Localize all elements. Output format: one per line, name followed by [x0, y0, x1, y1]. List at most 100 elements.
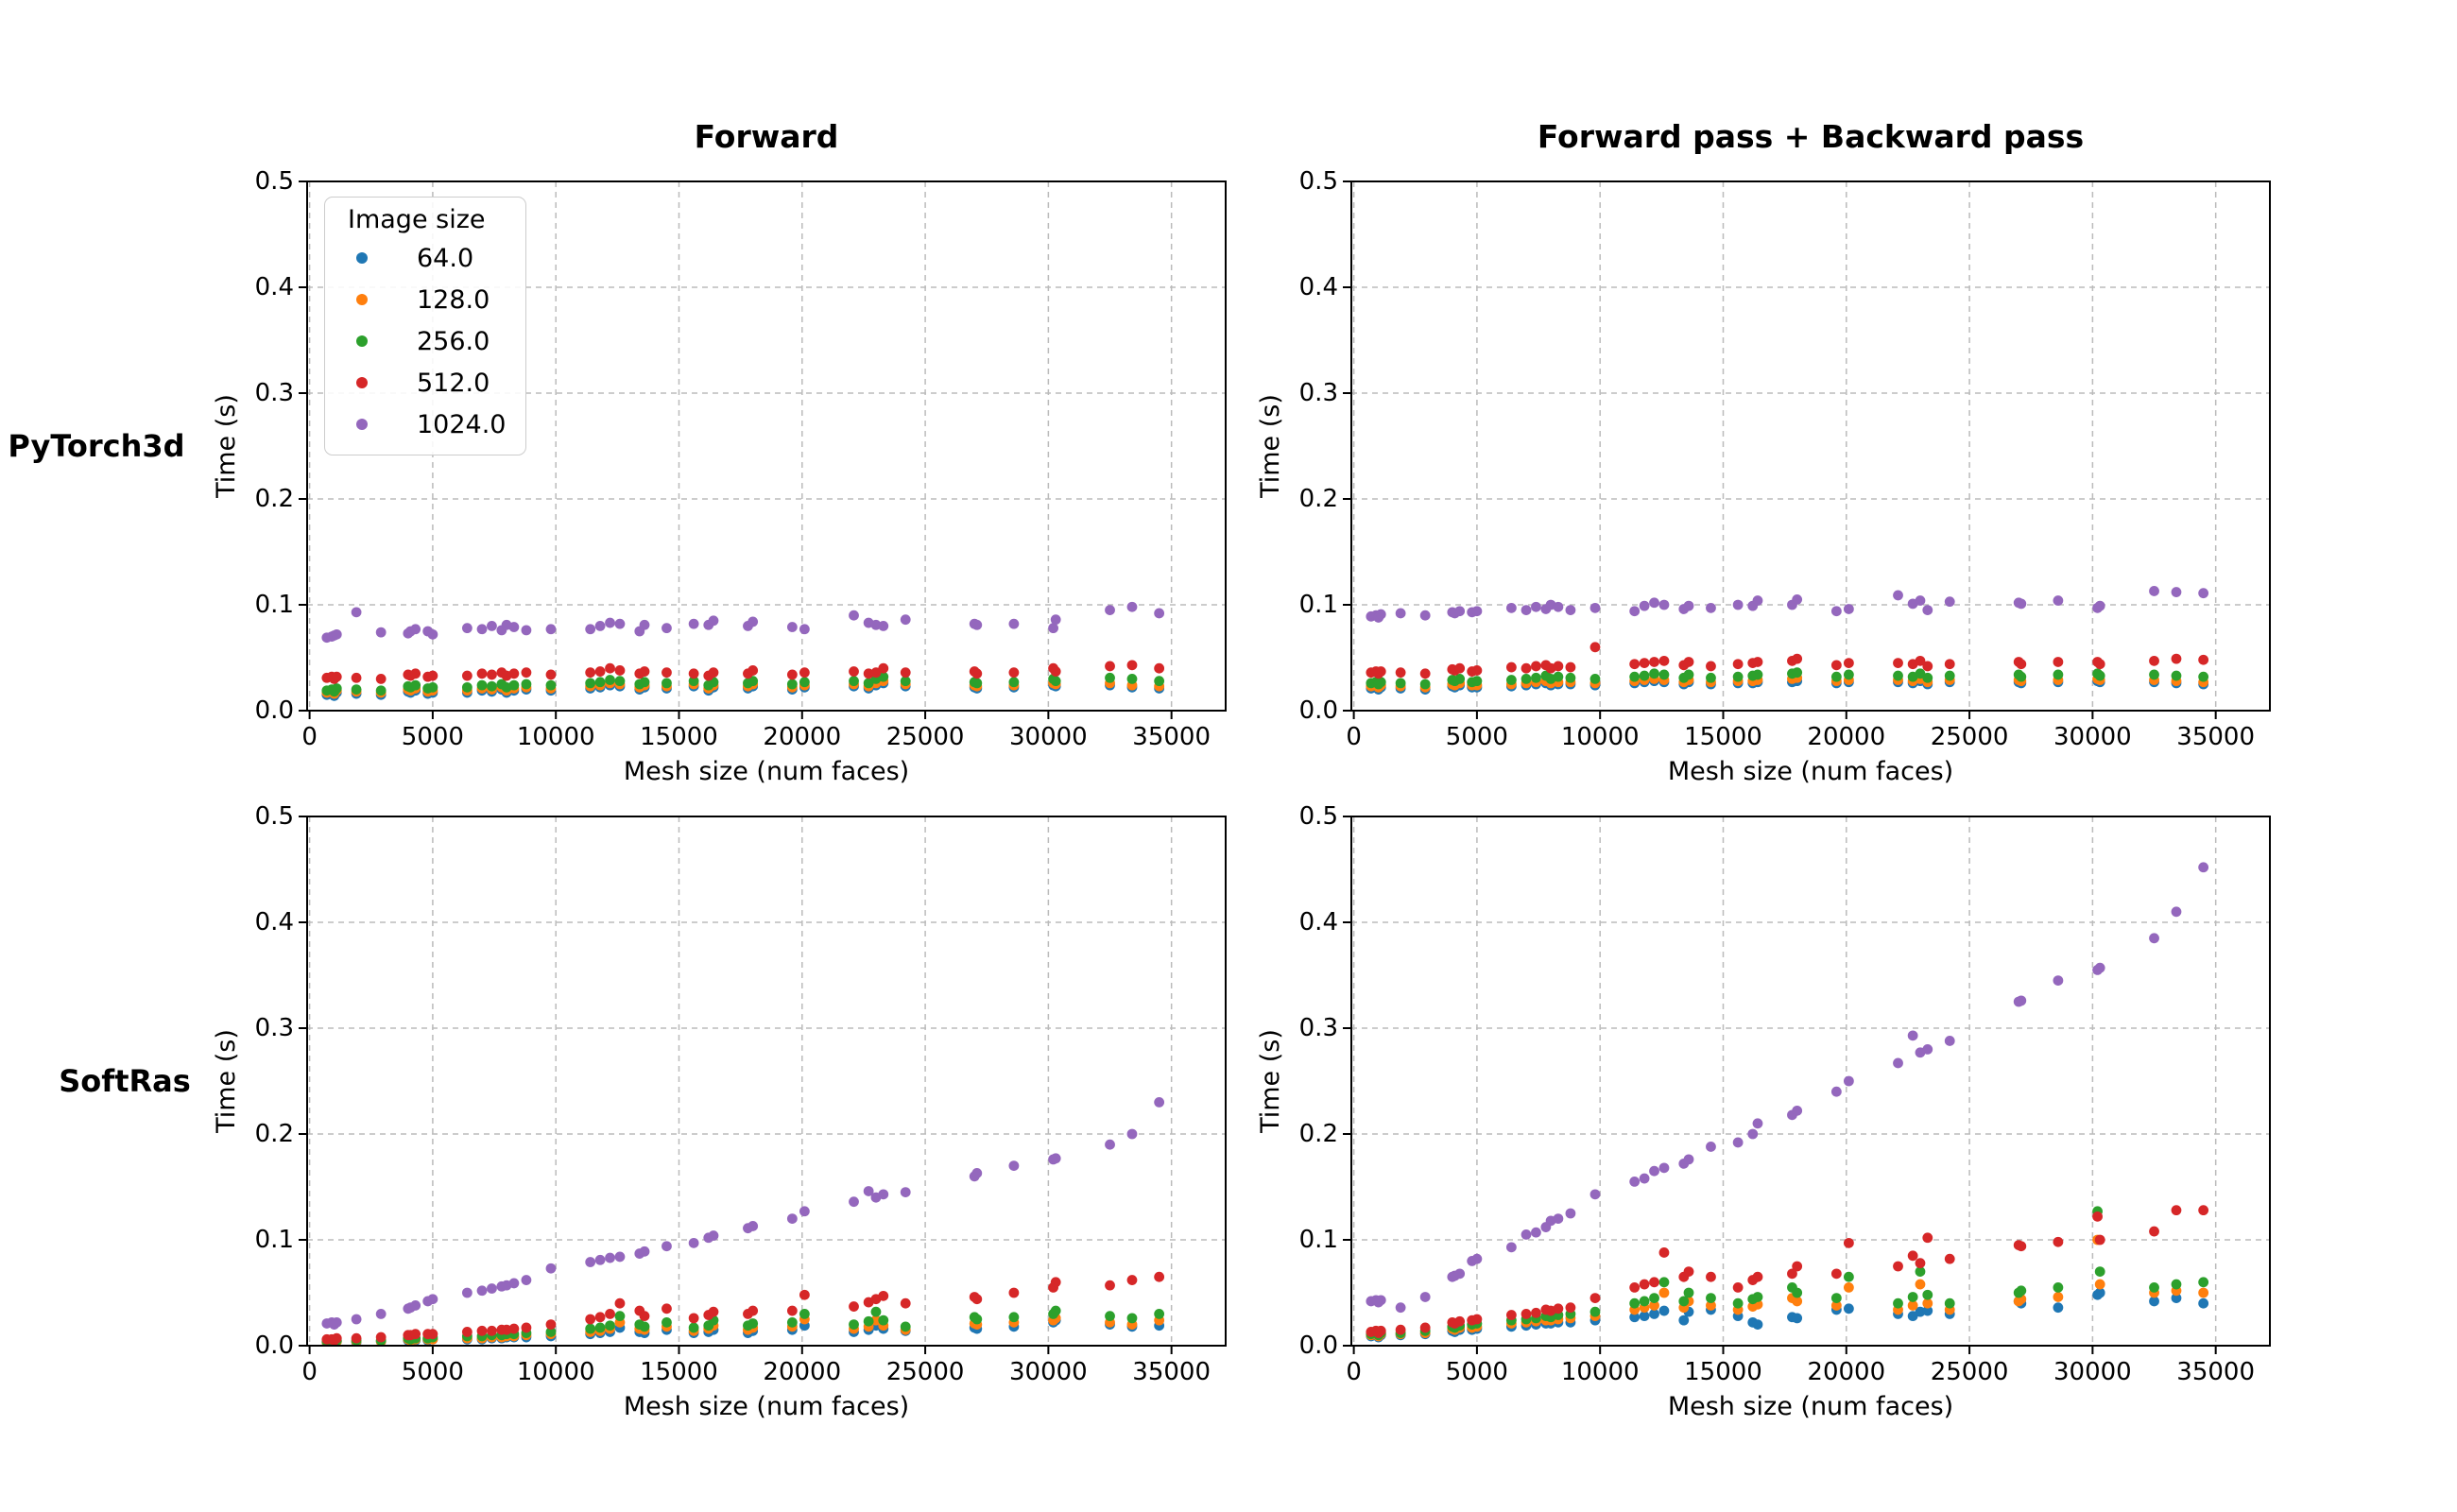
point — [2198, 1277, 2209, 1288]
point — [1375, 677, 1386, 688]
point — [1050, 1305, 1061, 1316]
point — [1658, 1277, 1670, 1288]
x-tick-label: 0 — [301, 723, 318, 751]
point — [594, 677, 606, 688]
point — [1154, 662, 1165, 674]
point — [870, 667, 882, 679]
point — [1658, 669, 1670, 680]
point — [1907, 1250, 1918, 1262]
point — [1706, 1300, 1716, 1311]
point — [662, 678, 672, 689]
point — [508, 1278, 520, 1289]
point — [1683, 657, 1694, 667]
x-tick-label: 10000 — [516, 1358, 595, 1386]
x-tick-label: 20000 — [1807, 1358, 1886, 1386]
point — [878, 1290, 889, 1301]
point — [2094, 1234, 2105, 1246]
point — [585, 667, 596, 679]
point — [1649, 597, 1659, 609]
point — [605, 662, 615, 674]
point — [1589, 1189, 1601, 1200]
point — [1915, 1279, 1926, 1290]
point — [1922, 661, 1933, 672]
legend-label: 128.0 — [417, 284, 490, 315]
point — [1629, 1282, 1641, 1293]
point — [1944, 596, 1955, 608]
point — [1050, 1153, 1061, 1164]
point — [1154, 676, 1165, 687]
point — [639, 1311, 650, 1322]
point — [1658, 1287, 1670, 1298]
point — [1008, 1160, 1020, 1171]
point — [2171, 670, 2182, 681]
title-forward-backward: Forward pass + Backward pass — [1537, 118, 2085, 155]
point — [639, 1246, 650, 1257]
point — [688, 618, 699, 629]
scatter-points — [321, 1097, 1165, 1346]
point — [2053, 975, 2064, 986]
y-axis-label: Time (s) — [1256, 394, 1285, 498]
point — [476, 1285, 488, 1297]
point — [410, 1300, 421, 1311]
grid-lines — [1351, 816, 2270, 1347]
point — [1922, 1232, 1933, 1244]
point — [639, 677, 650, 688]
point — [594, 666, 606, 677]
point — [1154, 1309, 1165, 1319]
point — [2171, 587, 2182, 597]
point — [900, 1297, 911, 1309]
point — [1893, 590, 1903, 601]
point — [1553, 1303, 1564, 1314]
point — [1843, 1075, 1854, 1087]
point — [1105, 1311, 1115, 1322]
point — [2094, 659, 2105, 670]
point — [900, 667, 911, 679]
point — [639, 619, 650, 630]
x-tick-label: 5000 — [1445, 1358, 1508, 1386]
point — [1706, 1293, 1716, 1303]
point — [747, 616, 759, 627]
point — [1792, 1313, 1803, 1324]
point — [1521, 662, 1532, 674]
point — [1915, 1258, 1926, 1269]
point — [1531, 1307, 1541, 1318]
point — [1105, 1139, 1115, 1150]
x-tick-label: 5000 — [401, 1358, 464, 1386]
x-tick-label: 10000 — [516, 723, 595, 751]
point — [2016, 671, 2027, 682]
point — [1922, 605, 1933, 615]
point — [331, 683, 342, 694]
point — [1649, 1309, 1659, 1319]
point — [614, 1311, 626, 1322]
point — [1922, 1289, 1933, 1300]
point — [410, 624, 421, 635]
point — [1843, 604, 1854, 614]
point — [1553, 661, 1564, 672]
point — [1683, 600, 1694, 611]
point — [351, 1332, 362, 1344]
x-tick-label: 30000 — [1009, 1358, 1088, 1386]
point — [1922, 1044, 1933, 1055]
y-tick-label: 0.5 — [254, 167, 294, 196]
point — [1553, 601, 1564, 612]
series-64.0 — [1366, 1287, 2209, 1343]
point — [614, 1297, 626, 1309]
point — [688, 676, 699, 687]
x-tick-label: 35000 — [1132, 723, 1211, 751]
point — [1629, 659, 1641, 670]
point — [799, 667, 810, 679]
x-axis-label: Mesh size (num faces) — [1667, 1392, 1954, 1421]
point — [1907, 1311, 1918, 1322]
legend: Image size 64.0 128.0 256.0 512.0 1024.0 — [324, 197, 526, 455]
point — [662, 667, 672, 679]
point — [1531, 661, 1541, 672]
point — [1454, 606, 1466, 617]
point — [1792, 1287, 1803, 1298]
point — [971, 678, 983, 689]
legend-title: Image size — [348, 205, 486, 234]
point — [1843, 658, 1854, 668]
x-tick-label: 15000 — [1684, 723, 1762, 751]
point — [2149, 933, 2159, 944]
point — [545, 1319, 557, 1330]
point — [1505, 602, 1517, 613]
